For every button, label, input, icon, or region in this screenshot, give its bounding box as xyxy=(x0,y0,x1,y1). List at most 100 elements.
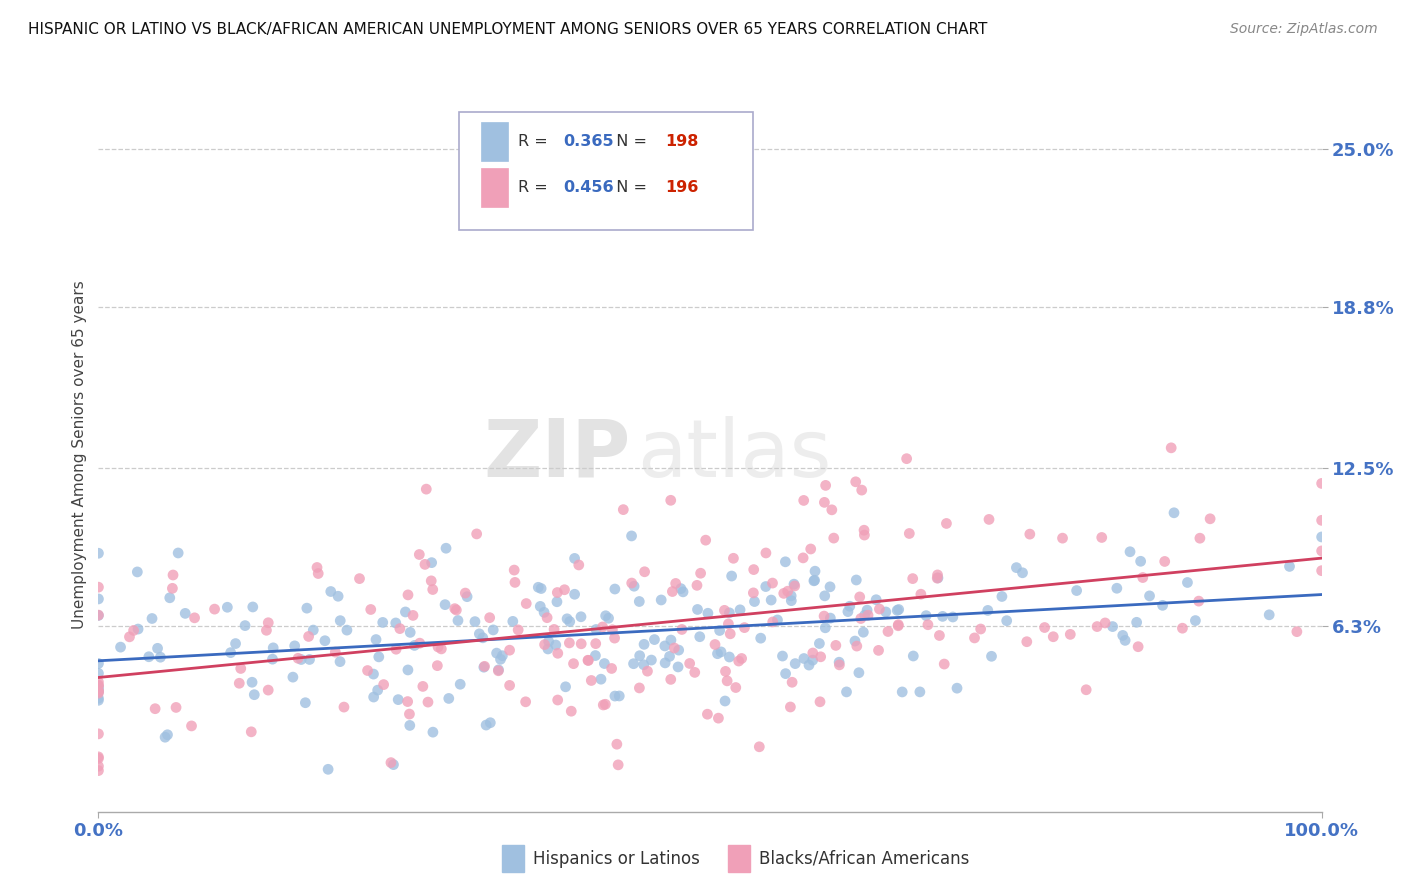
Point xyxy=(730,651,752,665)
Point xyxy=(87,608,110,623)
Point xyxy=(87,727,110,741)
Point xyxy=(887,602,910,616)
Point xyxy=(146,641,169,656)
Point xyxy=(503,575,526,590)
Point xyxy=(654,656,676,670)
Point xyxy=(689,630,711,644)
Text: ZIP: ZIP xyxy=(484,416,630,494)
Point xyxy=(623,657,645,671)
Point xyxy=(1184,614,1206,628)
Point xyxy=(891,685,914,699)
Point xyxy=(422,582,444,597)
Point xyxy=(367,649,389,664)
Point xyxy=(980,649,1002,664)
Point xyxy=(153,730,176,744)
Point xyxy=(814,589,837,603)
Point xyxy=(1310,530,1333,544)
Point xyxy=(537,642,560,657)
Point xyxy=(420,574,443,588)
Point xyxy=(620,529,643,543)
Point xyxy=(498,678,520,692)
Point xyxy=(515,597,537,611)
Point xyxy=(696,607,718,621)
Point xyxy=(706,647,728,661)
Point xyxy=(733,621,755,635)
Point xyxy=(527,580,550,594)
Point xyxy=(422,725,444,739)
Point xyxy=(654,639,676,653)
Point xyxy=(360,602,382,616)
Point xyxy=(875,605,897,619)
Point xyxy=(607,757,630,772)
Point xyxy=(364,632,387,647)
Point xyxy=(479,715,502,730)
Point xyxy=(449,677,471,691)
Point xyxy=(852,625,875,640)
Point xyxy=(853,523,876,537)
Point xyxy=(165,700,187,714)
Point xyxy=(603,631,626,645)
Point xyxy=(935,516,957,531)
Point xyxy=(240,724,263,739)
Point xyxy=(853,528,876,542)
Point xyxy=(576,653,599,667)
Point xyxy=(430,641,453,656)
Point xyxy=(478,610,501,624)
FancyBboxPatch shape xyxy=(481,121,508,161)
Point xyxy=(818,580,841,594)
Point xyxy=(742,563,765,577)
Text: 196: 196 xyxy=(665,180,699,195)
Point xyxy=(595,698,617,712)
Point xyxy=(399,625,422,640)
Point xyxy=(502,615,524,629)
Point xyxy=(679,657,702,671)
Point xyxy=(367,683,389,698)
Point xyxy=(828,655,851,669)
Point xyxy=(934,657,956,671)
Point xyxy=(564,587,586,601)
Point xyxy=(801,653,824,667)
Point xyxy=(219,646,242,660)
Point xyxy=(87,683,110,698)
Point xyxy=(553,582,575,597)
Point xyxy=(87,682,110,697)
Point xyxy=(546,585,568,599)
Point xyxy=(412,680,434,694)
Point xyxy=(257,615,280,630)
Point xyxy=(844,634,866,648)
Point xyxy=(848,665,870,680)
Text: 0.365: 0.365 xyxy=(564,134,614,149)
Point xyxy=(262,652,284,666)
Point xyxy=(464,615,486,629)
Point xyxy=(87,678,110,692)
Point xyxy=(716,673,738,688)
Point xyxy=(240,675,263,690)
Point xyxy=(485,646,508,660)
Point xyxy=(689,566,711,581)
Point xyxy=(159,591,181,605)
Point xyxy=(908,685,931,699)
Point xyxy=(620,576,643,591)
Point xyxy=(87,580,110,594)
Text: 198: 198 xyxy=(665,134,699,149)
Point xyxy=(233,618,256,632)
Point xyxy=(555,612,578,626)
Point xyxy=(785,657,807,671)
Point xyxy=(801,646,824,660)
Point xyxy=(845,475,868,489)
Point xyxy=(87,546,110,560)
Point xyxy=(668,643,690,657)
Point xyxy=(886,603,908,617)
Point xyxy=(810,649,832,664)
Point xyxy=(780,593,803,607)
Point xyxy=(1310,564,1333,578)
Point xyxy=(396,695,419,709)
Point xyxy=(896,451,918,466)
Point xyxy=(1112,628,1135,642)
Point xyxy=(910,587,932,601)
Point xyxy=(683,665,706,680)
Point xyxy=(813,495,835,509)
Point xyxy=(183,611,205,625)
Point xyxy=(138,649,160,664)
Point xyxy=(1129,554,1152,568)
